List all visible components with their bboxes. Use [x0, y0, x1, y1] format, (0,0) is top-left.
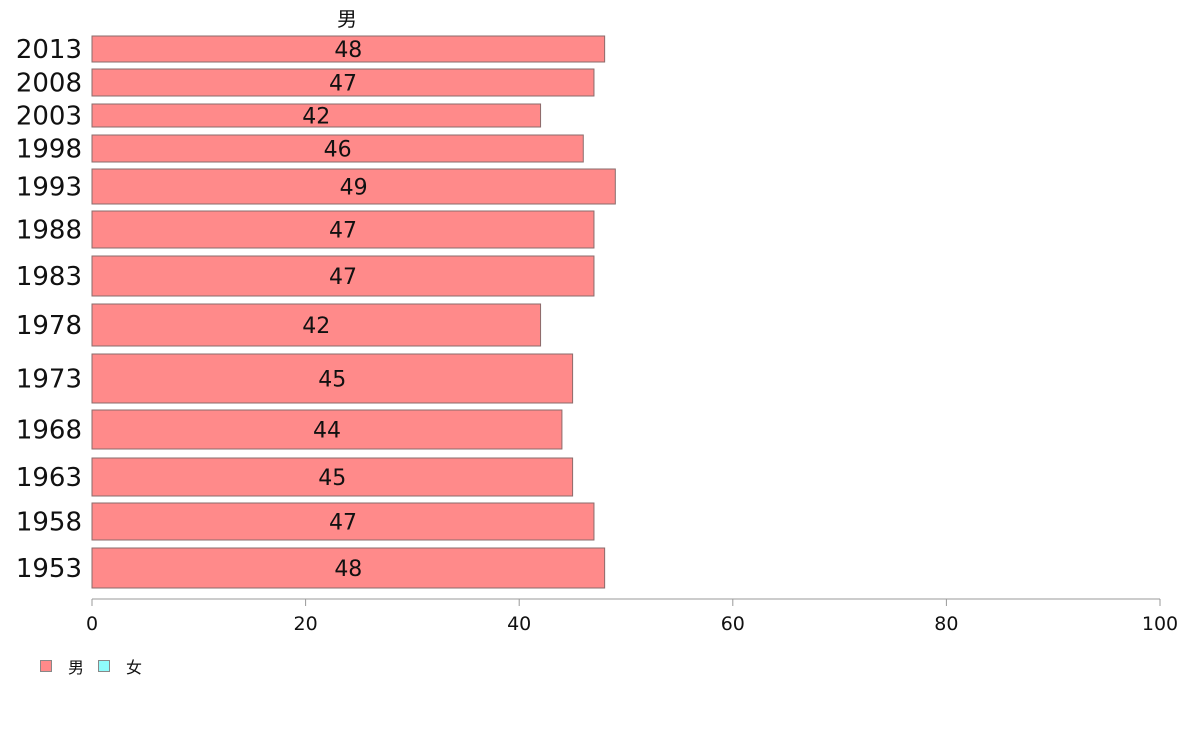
bar-1983 [91, 255, 595, 297]
x-tick-label-20: 20 [294, 613, 318, 635]
bar-2008 [91, 68, 595, 97]
legend-item-female: 女 [98, 654, 142, 678]
category-label-1973: 1973 [16, 365, 82, 395]
value-label-2013: 48 [334, 38, 362, 63]
x-tick-label-0: 0 [86, 613, 98, 635]
category-label-1953: 1953 [16, 554, 82, 584]
category-label-2013: 2013 [16, 35, 82, 65]
bar-1958 [91, 502, 595, 541]
value-label-2003: 42 [302, 105, 330, 130]
value-label-2008: 47 [329, 72, 357, 97]
value-label-1993: 49 [340, 176, 368, 201]
value-label-1998: 46 [324, 138, 352, 163]
bar-1963 [91, 457, 574, 497]
x-axis: 0 20 40 60 80 100 [86, 598, 1178, 635]
category-label-1968: 1968 [16, 416, 82, 446]
bar-1993 [91, 168, 616, 205]
value-label-1953: 48 [334, 557, 362, 582]
bar-2013 [91, 35, 606, 63]
legend-swatch-male [40, 660, 52, 672]
category-label-2008: 2008 [16, 69, 82, 99]
x-tick-label-60: 60 [721, 613, 745, 635]
category-label-1988: 1988 [16, 216, 82, 246]
x-tick-label-40: 40 [507, 613, 531, 635]
value-label-1958: 47 [329, 511, 357, 536]
bar-1998 [91, 134, 584, 163]
legend-item-male: 男 [40, 654, 84, 678]
category-label-1963: 1963 [16, 463, 82, 493]
legend: 男 女 [40, 654, 142, 678]
category-label-1958: 1958 [16, 508, 82, 538]
value-label-1963: 45 [318, 466, 346, 491]
bars-layer [91, 35, 616, 589]
value-label-1978: 42 [302, 314, 330, 339]
category-label-1978: 1978 [16, 311, 82, 341]
category-label-1983: 1983 [16, 262, 82, 292]
x-tick-label-100: 100 [1142, 613, 1178, 635]
bar-1978 [91, 303, 542, 347]
value-label-1983: 47 [329, 265, 357, 290]
value-label-1968: 44 [313, 419, 341, 444]
bar-1953 [91, 547, 606, 589]
value-label-1988: 47 [329, 219, 357, 244]
category-label-2003: 2003 [16, 102, 82, 132]
legend-label-female: 女 [126, 658, 143, 677]
chart-title: 男 [337, 7, 357, 31]
legend-swatch-female [98, 660, 111, 672]
category-label-1998: 1998 [16, 135, 82, 165]
x-tick-label-80: 80 [934, 613, 958, 635]
value-label-1973: 45 [318, 368, 346, 393]
bar-1973 [91, 353, 574, 404]
value-labels-layer: 48 47 42 46 49 47 47 42 45 44 45 47 48 [302, 38, 367, 582]
legend-label-male: 男 [68, 658, 85, 677]
bar-1988 [91, 210, 595, 249]
bar-1968 [91, 409, 563, 450]
bar-2003 [91, 103, 542, 128]
category-label-1993: 1993 [16, 173, 82, 203]
